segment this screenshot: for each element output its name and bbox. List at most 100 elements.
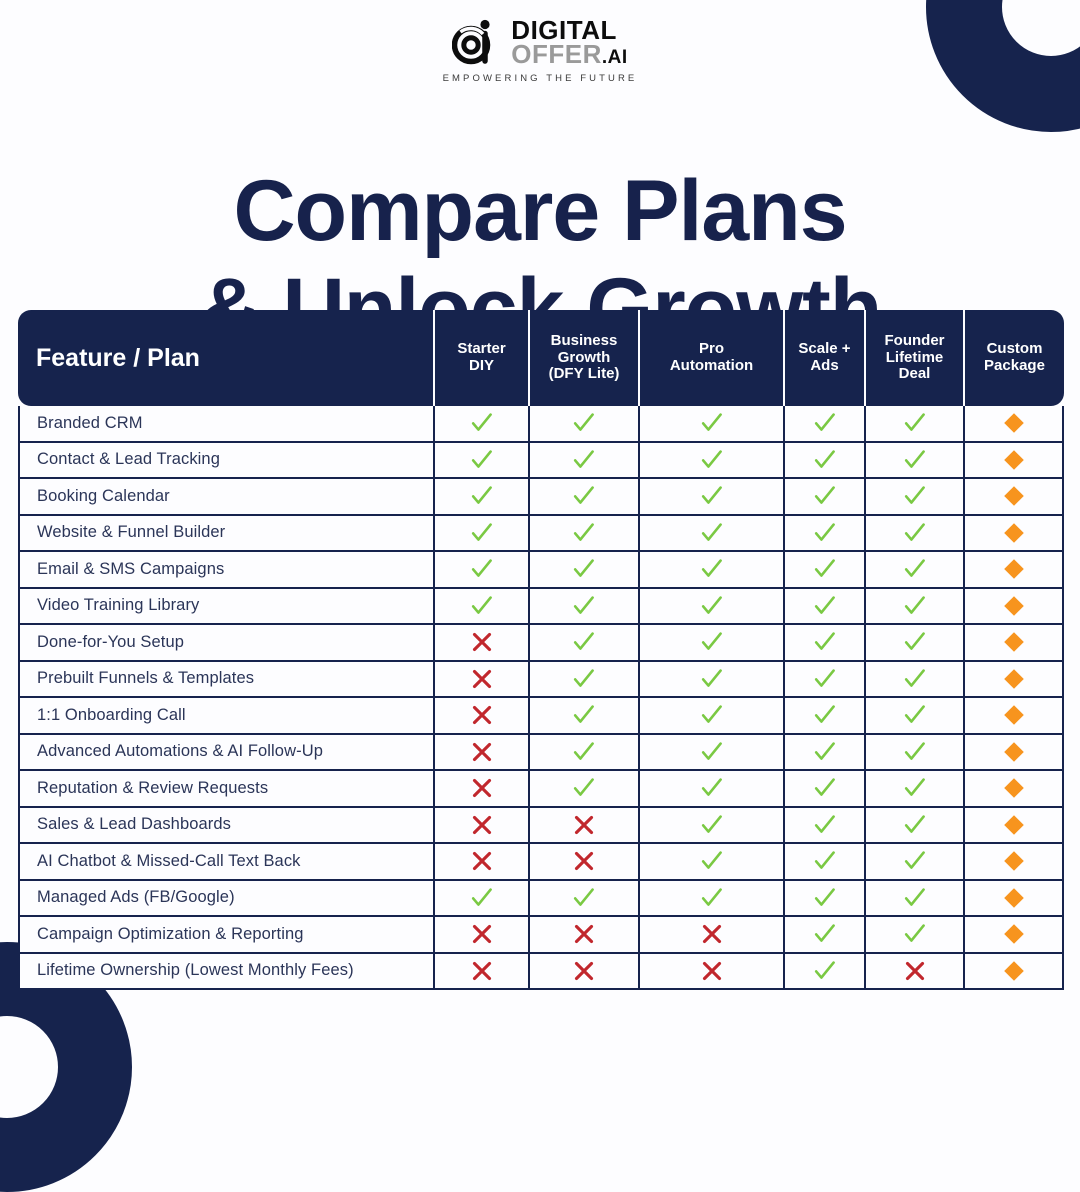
check-icon bbox=[902, 447, 928, 473]
check-icon bbox=[469, 556, 495, 582]
check-icon bbox=[699, 483, 725, 509]
cell-founder_lifetime bbox=[866, 515, 965, 552]
cell-starter_diy bbox=[435, 515, 530, 552]
check-icon bbox=[699, 848, 725, 874]
cell-pro_automation bbox=[640, 771, 785, 808]
cell-founder_lifetime bbox=[866, 588, 965, 625]
cell-starter_diy bbox=[435, 953, 530, 990]
logo-line-offer: OFFER.AI bbox=[511, 41, 628, 68]
cross-icon bbox=[471, 704, 493, 726]
check-icon bbox=[902, 629, 928, 655]
check-icon bbox=[812, 739, 838, 765]
cell-scale_ads bbox=[785, 515, 866, 552]
diamond-icon bbox=[1002, 411, 1026, 435]
cell-custom_package bbox=[965, 552, 1064, 589]
feature-label: Managed Ads (FB/Google) bbox=[18, 880, 435, 917]
cell-starter_diy bbox=[435, 588, 530, 625]
table-row: 1:1 Onboarding Call bbox=[18, 698, 1064, 735]
check-icon bbox=[812, 885, 838, 911]
cell-starter_diy bbox=[435, 771, 530, 808]
diamond-icon bbox=[1002, 740, 1026, 764]
feature-label: Booking Calendar bbox=[18, 479, 435, 516]
check-icon bbox=[469, 885, 495, 911]
page-title-line-1: Compare Plans bbox=[233, 162, 847, 259]
check-icon bbox=[571, 447, 597, 473]
cell-scale_ads bbox=[785, 406, 866, 443]
cell-business_growth bbox=[530, 515, 640, 552]
check-icon bbox=[699, 447, 725, 473]
cell-pro_automation bbox=[640, 880, 785, 917]
feature-label: Reputation & Review Requests bbox=[18, 771, 435, 808]
cell-founder_lifetime bbox=[866, 479, 965, 516]
cell-founder_lifetime bbox=[866, 661, 965, 698]
column-header-feature: Feature / Plan bbox=[18, 310, 435, 406]
cell-pro_automation bbox=[640, 625, 785, 662]
cell-pro_automation bbox=[640, 917, 785, 954]
check-icon bbox=[902, 848, 928, 874]
feature-label: Website & Funnel Builder bbox=[18, 515, 435, 552]
logo-ai-suffix: .AI bbox=[601, 46, 628, 68]
cell-business_growth bbox=[530, 771, 640, 808]
diamond-icon bbox=[1002, 630, 1026, 654]
cell-business_growth bbox=[530, 953, 640, 990]
cross-icon bbox=[573, 814, 595, 836]
cross-icon bbox=[471, 741, 493, 763]
cell-founder_lifetime bbox=[866, 552, 965, 589]
cross-icon bbox=[573, 850, 595, 872]
check-icon bbox=[699, 885, 725, 911]
feature-label: 1:1 Onboarding Call bbox=[18, 698, 435, 735]
check-icon bbox=[902, 666, 928, 692]
cell-custom_package bbox=[965, 588, 1064, 625]
feature-label: Email & SMS Campaigns bbox=[18, 552, 435, 589]
cell-custom_package bbox=[965, 771, 1064, 808]
cell-pro_automation bbox=[640, 661, 785, 698]
cross-icon bbox=[471, 668, 493, 690]
cell-pro_automation bbox=[640, 698, 785, 735]
check-icon bbox=[699, 593, 725, 619]
check-icon bbox=[699, 629, 725, 655]
cell-scale_ads bbox=[785, 880, 866, 917]
check-icon bbox=[699, 702, 725, 728]
cell-business_growth bbox=[530, 734, 640, 771]
cross-icon bbox=[471, 814, 493, 836]
cell-custom_package bbox=[965, 661, 1064, 698]
cell-scale_ads bbox=[785, 552, 866, 589]
cross-icon bbox=[701, 923, 723, 945]
table-row: Video Training Library bbox=[18, 588, 1064, 625]
cell-custom_package bbox=[965, 479, 1064, 516]
table-row: Booking Calendar bbox=[18, 479, 1064, 516]
check-icon bbox=[902, 593, 928, 619]
cell-custom_package bbox=[965, 406, 1064, 443]
check-icon bbox=[812, 629, 838, 655]
table-row: Email & SMS Campaigns bbox=[18, 552, 1064, 589]
cell-pro_automation bbox=[640, 953, 785, 990]
check-icon bbox=[902, 921, 928, 947]
cell-business_growth bbox=[530, 661, 640, 698]
cell-scale_ads bbox=[785, 661, 866, 698]
cross-icon bbox=[471, 777, 493, 799]
cell-starter_diy bbox=[435, 406, 530, 443]
cell-starter_diy bbox=[435, 661, 530, 698]
check-icon bbox=[812, 483, 838, 509]
table-row: Branded CRM bbox=[18, 406, 1064, 443]
cell-pro_automation bbox=[640, 807, 785, 844]
check-icon bbox=[699, 666, 725, 692]
diamond-icon bbox=[1002, 922, 1026, 946]
column-header-starter-diy: Starter DIY bbox=[435, 310, 530, 406]
check-icon bbox=[902, 739, 928, 765]
check-icon bbox=[812, 812, 838, 838]
table-row: Website & Funnel Builder bbox=[18, 515, 1064, 552]
cell-starter_diy bbox=[435, 625, 530, 662]
diamond-icon bbox=[1002, 776, 1026, 800]
cell-custom_package bbox=[965, 734, 1064, 771]
check-icon bbox=[571, 556, 597, 582]
cell-founder_lifetime bbox=[866, 880, 965, 917]
check-icon bbox=[699, 556, 725, 582]
check-icon bbox=[699, 739, 725, 765]
check-icon bbox=[902, 410, 928, 436]
check-icon bbox=[812, 410, 838, 436]
cell-scale_ads bbox=[785, 917, 866, 954]
cell-pro_automation bbox=[640, 552, 785, 589]
column-header-scale-ads: Scale + Ads bbox=[785, 310, 866, 406]
check-icon bbox=[812, 775, 838, 801]
